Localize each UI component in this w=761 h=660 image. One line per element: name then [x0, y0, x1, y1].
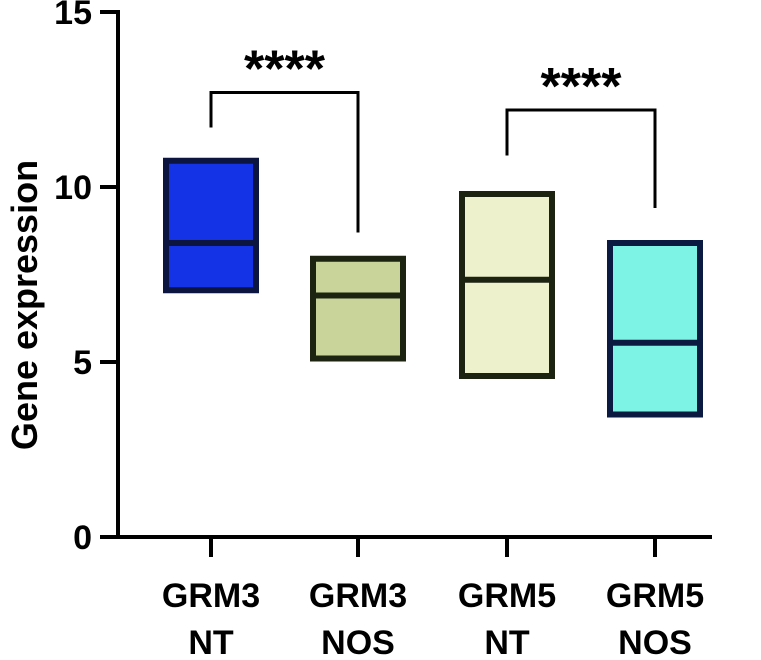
y-tick-label: 10	[54, 169, 92, 207]
x-axis: GRM3 NT GRM3 NOS GRM5 NT GRM5 NOS	[116, 535, 712, 660]
y-axis-title: Gene expression	[4, 160, 45, 450]
x-tick-label: NT	[188, 624, 234, 660]
box	[310, 255, 406, 362]
x-tick-label: NOS	[618, 624, 692, 660]
significance-bracket	[209, 91, 360, 233]
x-tick-label: GRM5	[606, 577, 704, 615]
significance-label: ****	[541, 58, 623, 116]
y-tick-label: 15	[54, 0, 92, 32]
significance-bracket	[505, 108, 657, 208]
significance-brackets: **** ****	[209, 41, 657, 233]
y-axis: 0 5 10 15	[54, 0, 120, 557]
y-tick-label: 5	[73, 344, 92, 382]
x-tick-label: GRM3	[162, 577, 260, 615]
boxes	[163, 157, 703, 418]
box	[607, 240, 703, 418]
x-tick-label: NT	[484, 624, 530, 660]
box	[163, 157, 259, 294]
y-tick-label: 0	[73, 519, 92, 557]
significance-label: ****	[244, 41, 326, 99]
box	[459, 191, 555, 379]
x-tick-label: NOS	[321, 624, 395, 660]
x-tick-label: GRM5	[458, 577, 556, 615]
x-tick-label: GRM3	[309, 577, 407, 615]
